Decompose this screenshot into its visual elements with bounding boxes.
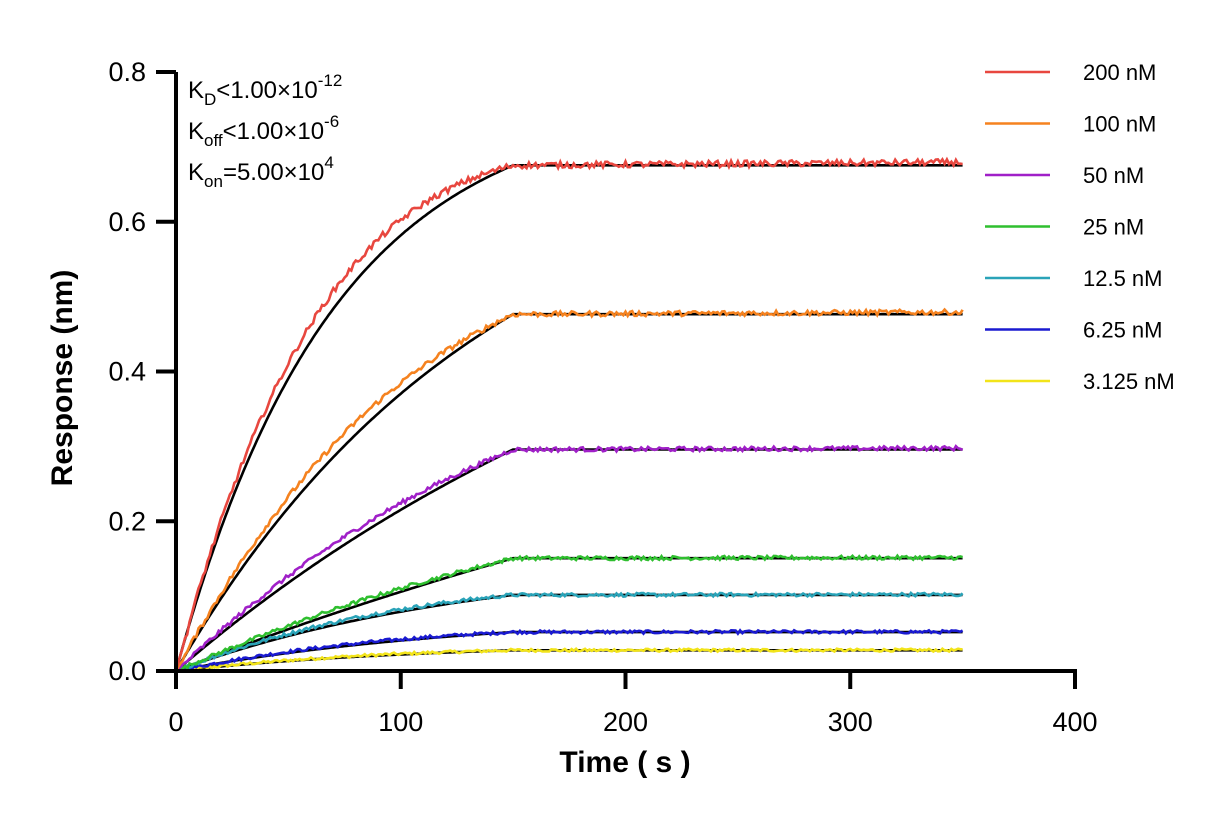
x-tick-label: 400 bbox=[1052, 707, 1097, 737]
legend-label: 200 nM bbox=[1083, 60, 1156, 85]
x-tick-label: 300 bbox=[828, 707, 873, 737]
legend-label: 100 nM bbox=[1083, 112, 1156, 137]
series-line bbox=[175, 590, 964, 673]
kinetic-constant-label: Kon=5.00×104 bbox=[188, 153, 334, 191]
series-line bbox=[175, 444, 964, 672]
y-tick-label: 0.2 bbox=[108, 506, 146, 536]
legend-label: 25 nM bbox=[1083, 215, 1144, 240]
legend-label: 6.25 nM bbox=[1083, 318, 1163, 343]
x-axis-title: Time ( s ) bbox=[559, 746, 690, 779]
data-series bbox=[174, 156, 964, 673]
series-line bbox=[175, 628, 964, 673]
legend-label: 12.5 nM bbox=[1083, 266, 1163, 291]
y-tick-label: 0.0 bbox=[108, 656, 146, 686]
x-tick-label: 0 bbox=[168, 707, 183, 737]
series-line bbox=[174, 156, 963, 672]
x-tick-label: 200 bbox=[603, 707, 648, 737]
x-tick-label: 100 bbox=[378, 707, 423, 737]
y-tick-label: 0.6 bbox=[108, 207, 146, 237]
legend-label: 50 nM bbox=[1083, 163, 1144, 188]
kinetic-constant-label: KD<1.00×10-12 bbox=[188, 71, 342, 109]
y-axis-title: Response (nm) bbox=[46, 270, 79, 487]
legend: 200 nM 100 nM 50 nM 25 nM 12.5 nM 6.25 nM 3.12… bbox=[985, 60, 1175, 394]
series-line bbox=[175, 646, 963, 673]
y-tick-label: 0.8 bbox=[108, 57, 146, 87]
fit-curve bbox=[175, 448, 963, 672]
kinetic-constant-label: Koff<1.00×10-6 bbox=[188, 112, 339, 150]
y-tick-label: 0.4 bbox=[108, 357, 146, 387]
legend-label: 3.125 nM bbox=[1083, 369, 1175, 394]
ticks: 0 100 200 300 400 0.0 0.2 0.4 0.6 0.8 bbox=[108, 57, 1097, 737]
series-line bbox=[175, 553, 963, 673]
series-line bbox=[174, 307, 964, 672]
